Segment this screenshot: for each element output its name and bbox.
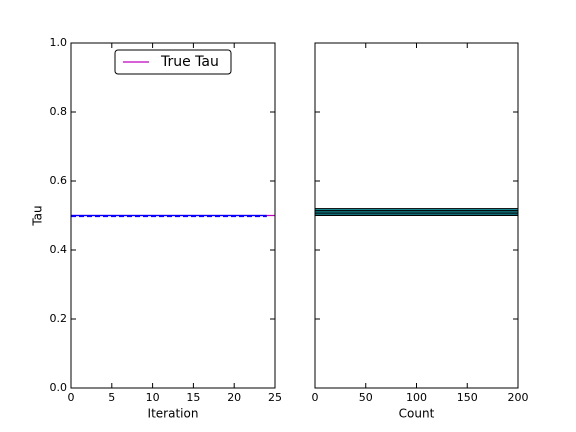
y-tick-label: 0.2 xyxy=(50,312,68,325)
x-axis-label: Iteration xyxy=(148,407,199,421)
y-tick-label: 0.6 xyxy=(50,174,68,187)
x-tick-label: 25 xyxy=(268,391,282,404)
x-tick-label: 0 xyxy=(312,391,319,404)
x-tick-label: 15 xyxy=(186,391,200,404)
y-tick-label: 0.0 xyxy=(50,381,68,394)
y-tick-label: 1.0 xyxy=(50,36,68,49)
y-tick-label: 0.8 xyxy=(50,105,68,118)
x-tick-label: 150 xyxy=(457,391,478,404)
y-tick-label: 0.4 xyxy=(50,243,68,256)
x-axis-label: Count xyxy=(399,407,435,421)
legend-box xyxy=(114,49,232,75)
x-tick-label: 100 xyxy=(406,391,427,404)
x-tick-label: 5 xyxy=(108,391,115,404)
x-tick-label: 20 xyxy=(227,391,241,404)
x-tick-label: 200 xyxy=(508,391,529,404)
axes-frame xyxy=(314,42,519,389)
bar xyxy=(314,208,519,211)
x-tick-label: 0 xyxy=(68,391,75,404)
x-tick-label: 50 xyxy=(359,391,373,404)
x-tick-label: 10 xyxy=(146,391,160,404)
legend-label: True Tau xyxy=(160,54,219,70)
y-axis-label: Tau xyxy=(31,205,45,226)
axes-frame xyxy=(70,42,276,389)
